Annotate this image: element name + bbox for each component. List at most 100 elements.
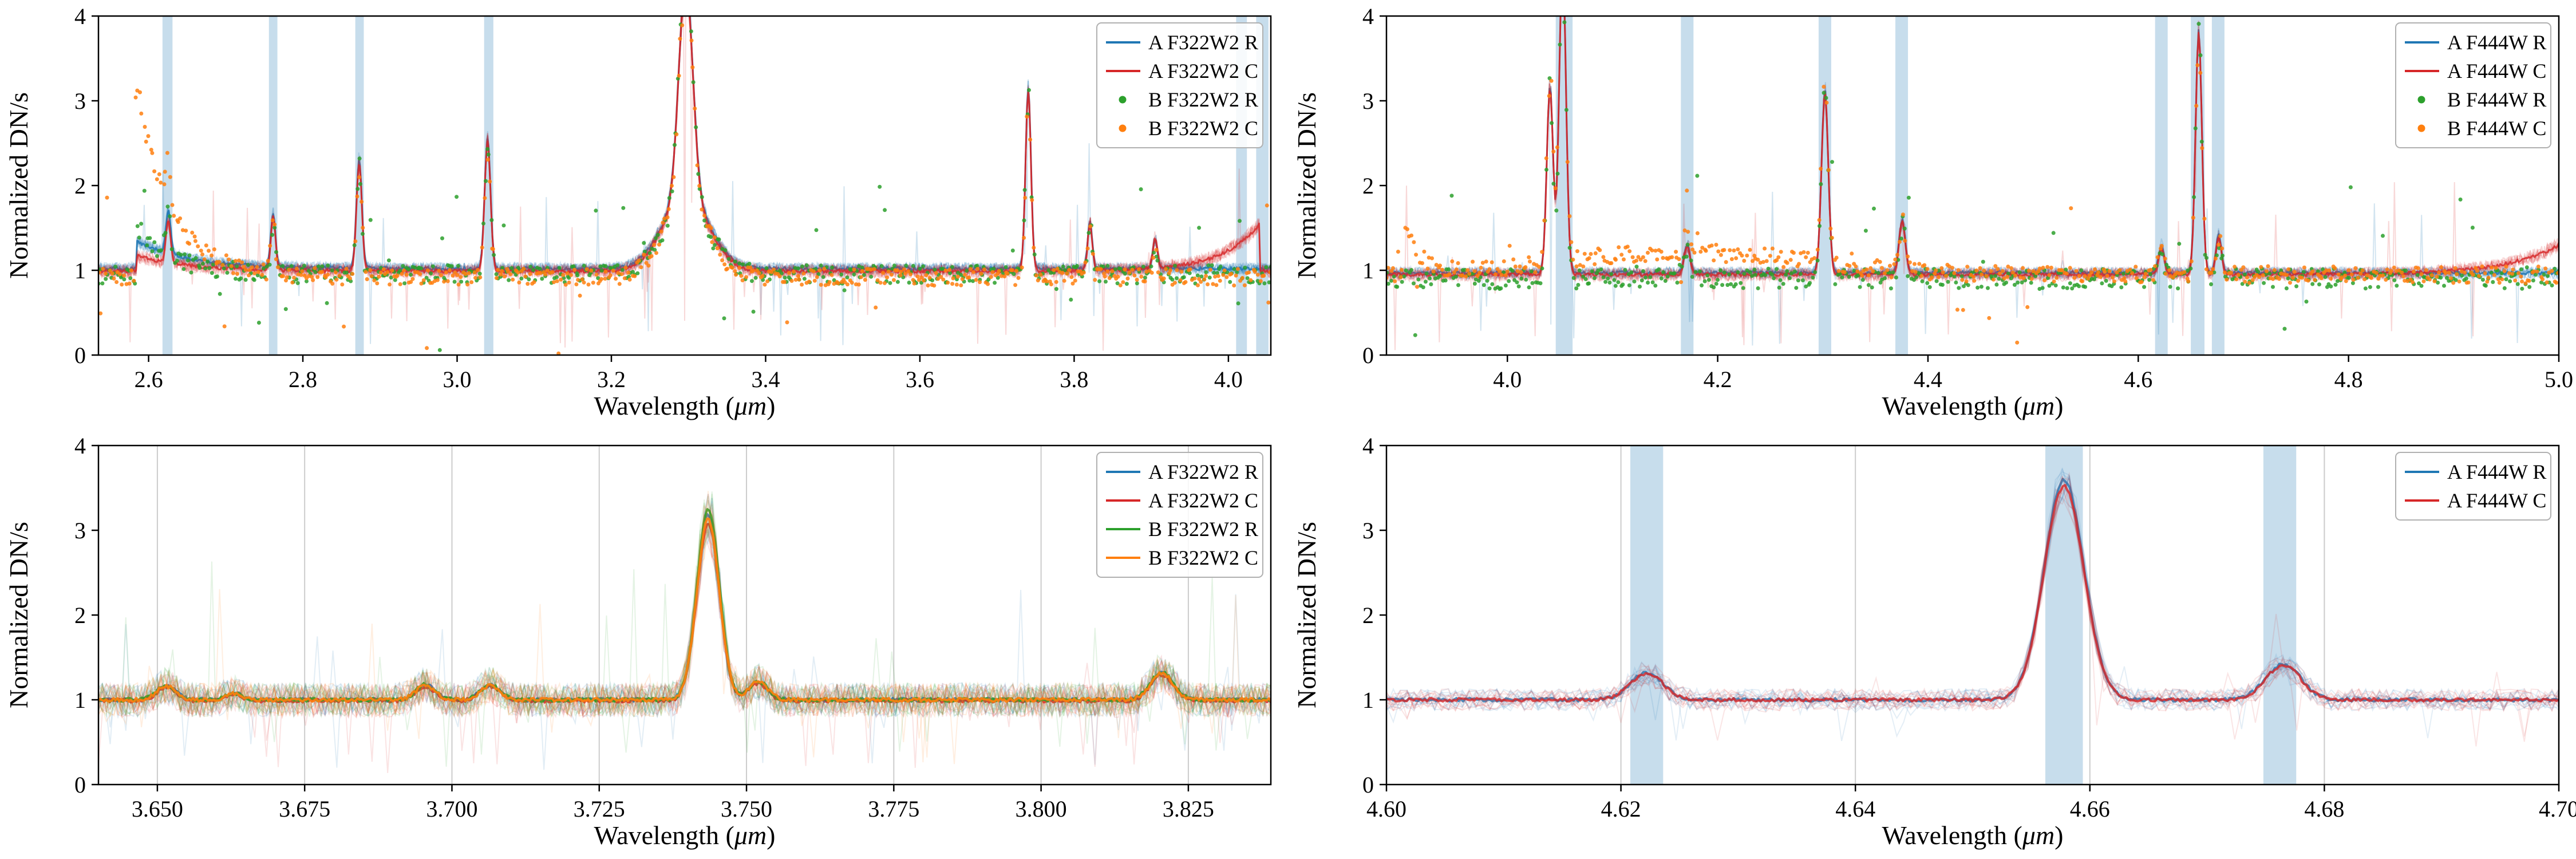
x-tick-label: 4.62: [1601, 796, 1641, 822]
legend-label: B F322W2 C: [1148, 117, 1258, 140]
chart-f322w2-full-spectrum: 2.6 2.8 3.0 3.2 3.4 3.6 3.8 4.0 0 1 2 3 4 Wavelength …: [4, 3, 1272, 420]
panel-f444w-zoom: 4.60 4.62 4.64 4.66 4.68 4.70 0 1 2 3 4 Wavelength …: [1288, 430, 2576, 859]
flagged-wavelength-band: [268, 16, 278, 355]
y-axis-label: Normalized DN/s: [1292, 522, 1321, 708]
y-tick-label: 0: [74, 342, 86, 368]
y-tick-label: 3: [74, 518, 86, 543]
x-tick-label: 2.6: [135, 367, 163, 392]
legend-label: B F444W R: [2447, 88, 2546, 111]
x-tick-label: 4.68: [2304, 796, 2344, 822]
x-tick-label: 4.0: [1214, 367, 1243, 392]
x-tick-label: 3.725: [574, 796, 625, 822]
flagged-wavelength-band: [162, 16, 173, 355]
legend-marker-dot: [1119, 96, 1127, 104]
panel-f322w2-full-spectrum: 2.6 2.8 3.0 3.2 3.4 3.6 3.8 4.0 0 1 2 3 4 Wavelength …: [0, 0, 1288, 430]
legend-label: A F444W R: [2447, 460, 2546, 483]
y-tick-label: 1: [74, 687, 86, 713]
x-tick-label: 4.0: [1493, 367, 1522, 392]
legend-label: B F322W2 C: [1148, 546, 1258, 569]
mean-spectrum-0: [1386, 478, 2559, 703]
x-tick-label: 3.4: [751, 367, 780, 392]
x-tick-label: 4.66: [2070, 796, 2110, 822]
x-tick-label: 4.64: [1835, 796, 1875, 822]
legend-label: A F322W2 C: [1148, 60, 1258, 82]
legend-box: [1096, 22, 1263, 148]
x-axis-label: Wavelength (μm): [594, 391, 775, 420]
legend-box: [1096, 452, 1263, 578]
y-tick-label: 3: [1362, 88, 1374, 114]
y-tick-label: 4: [74, 3, 86, 29]
legend: A F444W R A F444W C B F444W R B F444W C: [2395, 22, 2551, 148]
mean-spectrum-1: [1386, 484, 2559, 703]
panel-f322w2-zoom: 3.650 3.675 3.700 3.725 3.750 3.775 3.800 3.825…: [0, 430, 1288, 859]
y-tick-label: 2: [74, 602, 86, 628]
flagged-wavelength-band: [1555, 16, 1573, 355]
x-tick-label: 3.8: [1060, 367, 1088, 392]
y-axis-label: Normalized DN/s: [4, 522, 33, 708]
legend-box: [2395, 22, 2551, 148]
flagged-wavelength-band: [1630, 446, 1664, 785]
y-tick-label: 4: [1362, 3, 1374, 29]
plot-area: [1386, 16, 2559, 355]
y-tick-label: 1: [1362, 687, 1374, 713]
legend-label: A F322W2 C: [1148, 489, 1258, 512]
x-axis-label: Wavelength (μm): [1882, 391, 2063, 420]
y-tick-label: 0: [1362, 342, 1374, 368]
x-tick-label: 4.4: [1914, 367, 1942, 392]
flagged-wavelength-band: [2211, 16, 2225, 355]
legend-label: B F322W2 R: [1148, 518, 1258, 541]
legend: A F444W R A F444W C: [2395, 452, 2551, 521]
plot-area: [1386, 446, 2559, 785]
y-tick-label: 0: [74, 772, 86, 798]
axes-frame: [97, 444, 1272, 786]
legend-label: A F444W C: [2447, 60, 2546, 82]
x-axis-label: Wavelength (μm): [594, 821, 775, 850]
x-tick-label: 4.8: [2334, 367, 2363, 392]
legend-label: A F444W C: [2447, 489, 2546, 512]
x-tick-label: 3.6: [906, 367, 934, 392]
y-tick-label: 2: [1362, 173, 1374, 199]
x-tick-label: 4.6: [2124, 367, 2152, 392]
x-tick-label: 2.8: [289, 367, 317, 392]
line-series-3: [98, 491, 1271, 765]
y-tick-label: 2: [1362, 602, 1374, 628]
x-tick-label: 3.775: [868, 796, 919, 822]
chart-f444w-full-spectrum: 4.0 4.2 4.4 4.6 4.8 5.0 0 1 2 3 4 Wavelength (μm) No…: [1292, 3, 2573, 420]
x-tick-label: 3.650: [132, 796, 183, 822]
x-tick-label: 3.825: [1163, 796, 1214, 822]
x-tick-label: 3.675: [279, 796, 330, 822]
plot-area: [98, 446, 1271, 785]
plot-area: [98, 16, 1271, 355]
y-tick-label: 3: [1362, 518, 1374, 543]
x-tick-label: 3.2: [597, 367, 626, 392]
mean-spectrum-3: [98, 517, 1271, 703]
x-tick-label: 5.0: [2545, 367, 2573, 392]
flagged-wavelength-band: [484, 16, 493, 355]
y-tick-label: 4: [1362, 433, 1374, 459]
y-tick-label: 1: [1362, 258, 1374, 283]
axes-frame: [1385, 444, 2560, 786]
legend-label: A F444W R: [2447, 31, 2546, 54]
y-tick-label: 2: [74, 173, 86, 199]
x-tick-label: 3.700: [426, 796, 477, 822]
flagged-wavelength-band: [2155, 16, 2168, 355]
line-series-2: [98, 491, 1271, 767]
legend-label: A F322W2 R: [1148, 31, 1258, 54]
scatter-series-3: [98, 23, 1271, 355]
legend-marker-dot: [2417, 124, 2425, 132]
x-tick-label: 3.800: [1016, 796, 1067, 822]
legend-label: A F322W2 R: [1148, 460, 1258, 483]
y-tick-label: 1: [74, 258, 86, 283]
legend-label: B F322W2 R: [1148, 88, 1258, 111]
chart-f444w-zoom: 4.60 4.62 4.64 4.66 4.68 4.70 0 1 2 3 4 Wavelength …: [1292, 433, 2576, 850]
chart-f322w2-zoom: 3.650 3.675 3.700 3.725 3.750 3.775 3.800 3.825…: [4, 433, 1272, 850]
legend-marker-dot: [1119, 124, 1127, 132]
flagged-wavelength-band: [2045, 446, 2083, 785]
x-tick-label: 4.70: [2539, 796, 2576, 822]
legend-label: B F444W C: [2447, 117, 2546, 140]
x-tick-label: 3.750: [721, 796, 772, 822]
flagged-wavelength-band: [1818, 16, 1831, 355]
x-tick-label: 4.60: [1366, 796, 1406, 822]
scatter-series-3: [1386, 63, 2559, 345]
